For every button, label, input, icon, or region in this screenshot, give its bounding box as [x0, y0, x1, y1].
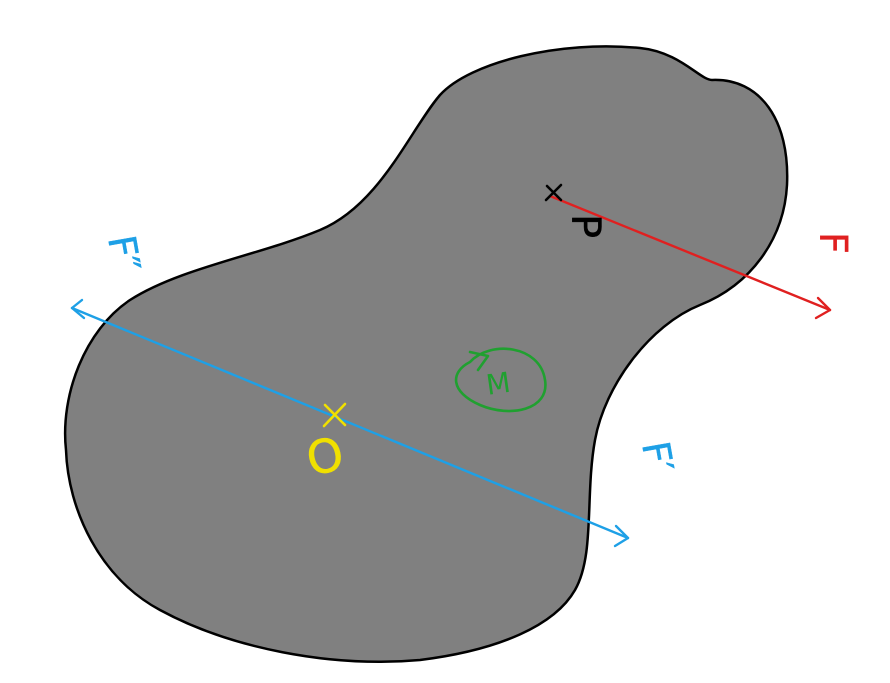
- point-o-marker: [322, 402, 347, 428]
- point-p-marker: [544, 183, 563, 202]
- moment-circle: [454, 347, 547, 413]
- force-line-blue: [70, 298, 630, 548]
- force-f-double-prime-label: F″: [99, 232, 149, 275]
- moment-label: M: [484, 366, 513, 402]
- force-f-shaft: [548, 194, 832, 312]
- force-f-prime-arrowhead: [613, 524, 630, 548]
- force-f-label: F: [811, 232, 855, 254]
- force-f-red: [548, 194, 832, 320]
- point-p-label: P: [562, 214, 608, 238]
- force-line-blue-shaft: [70, 306, 630, 540]
- force-f-double-prime-arrowhead: [70, 298, 86, 320]
- force-f-arrowhead: [814, 296, 832, 320]
- force-f-prime-label: F′: [633, 438, 682, 476]
- rigid-body: [63, 45, 789, 663]
